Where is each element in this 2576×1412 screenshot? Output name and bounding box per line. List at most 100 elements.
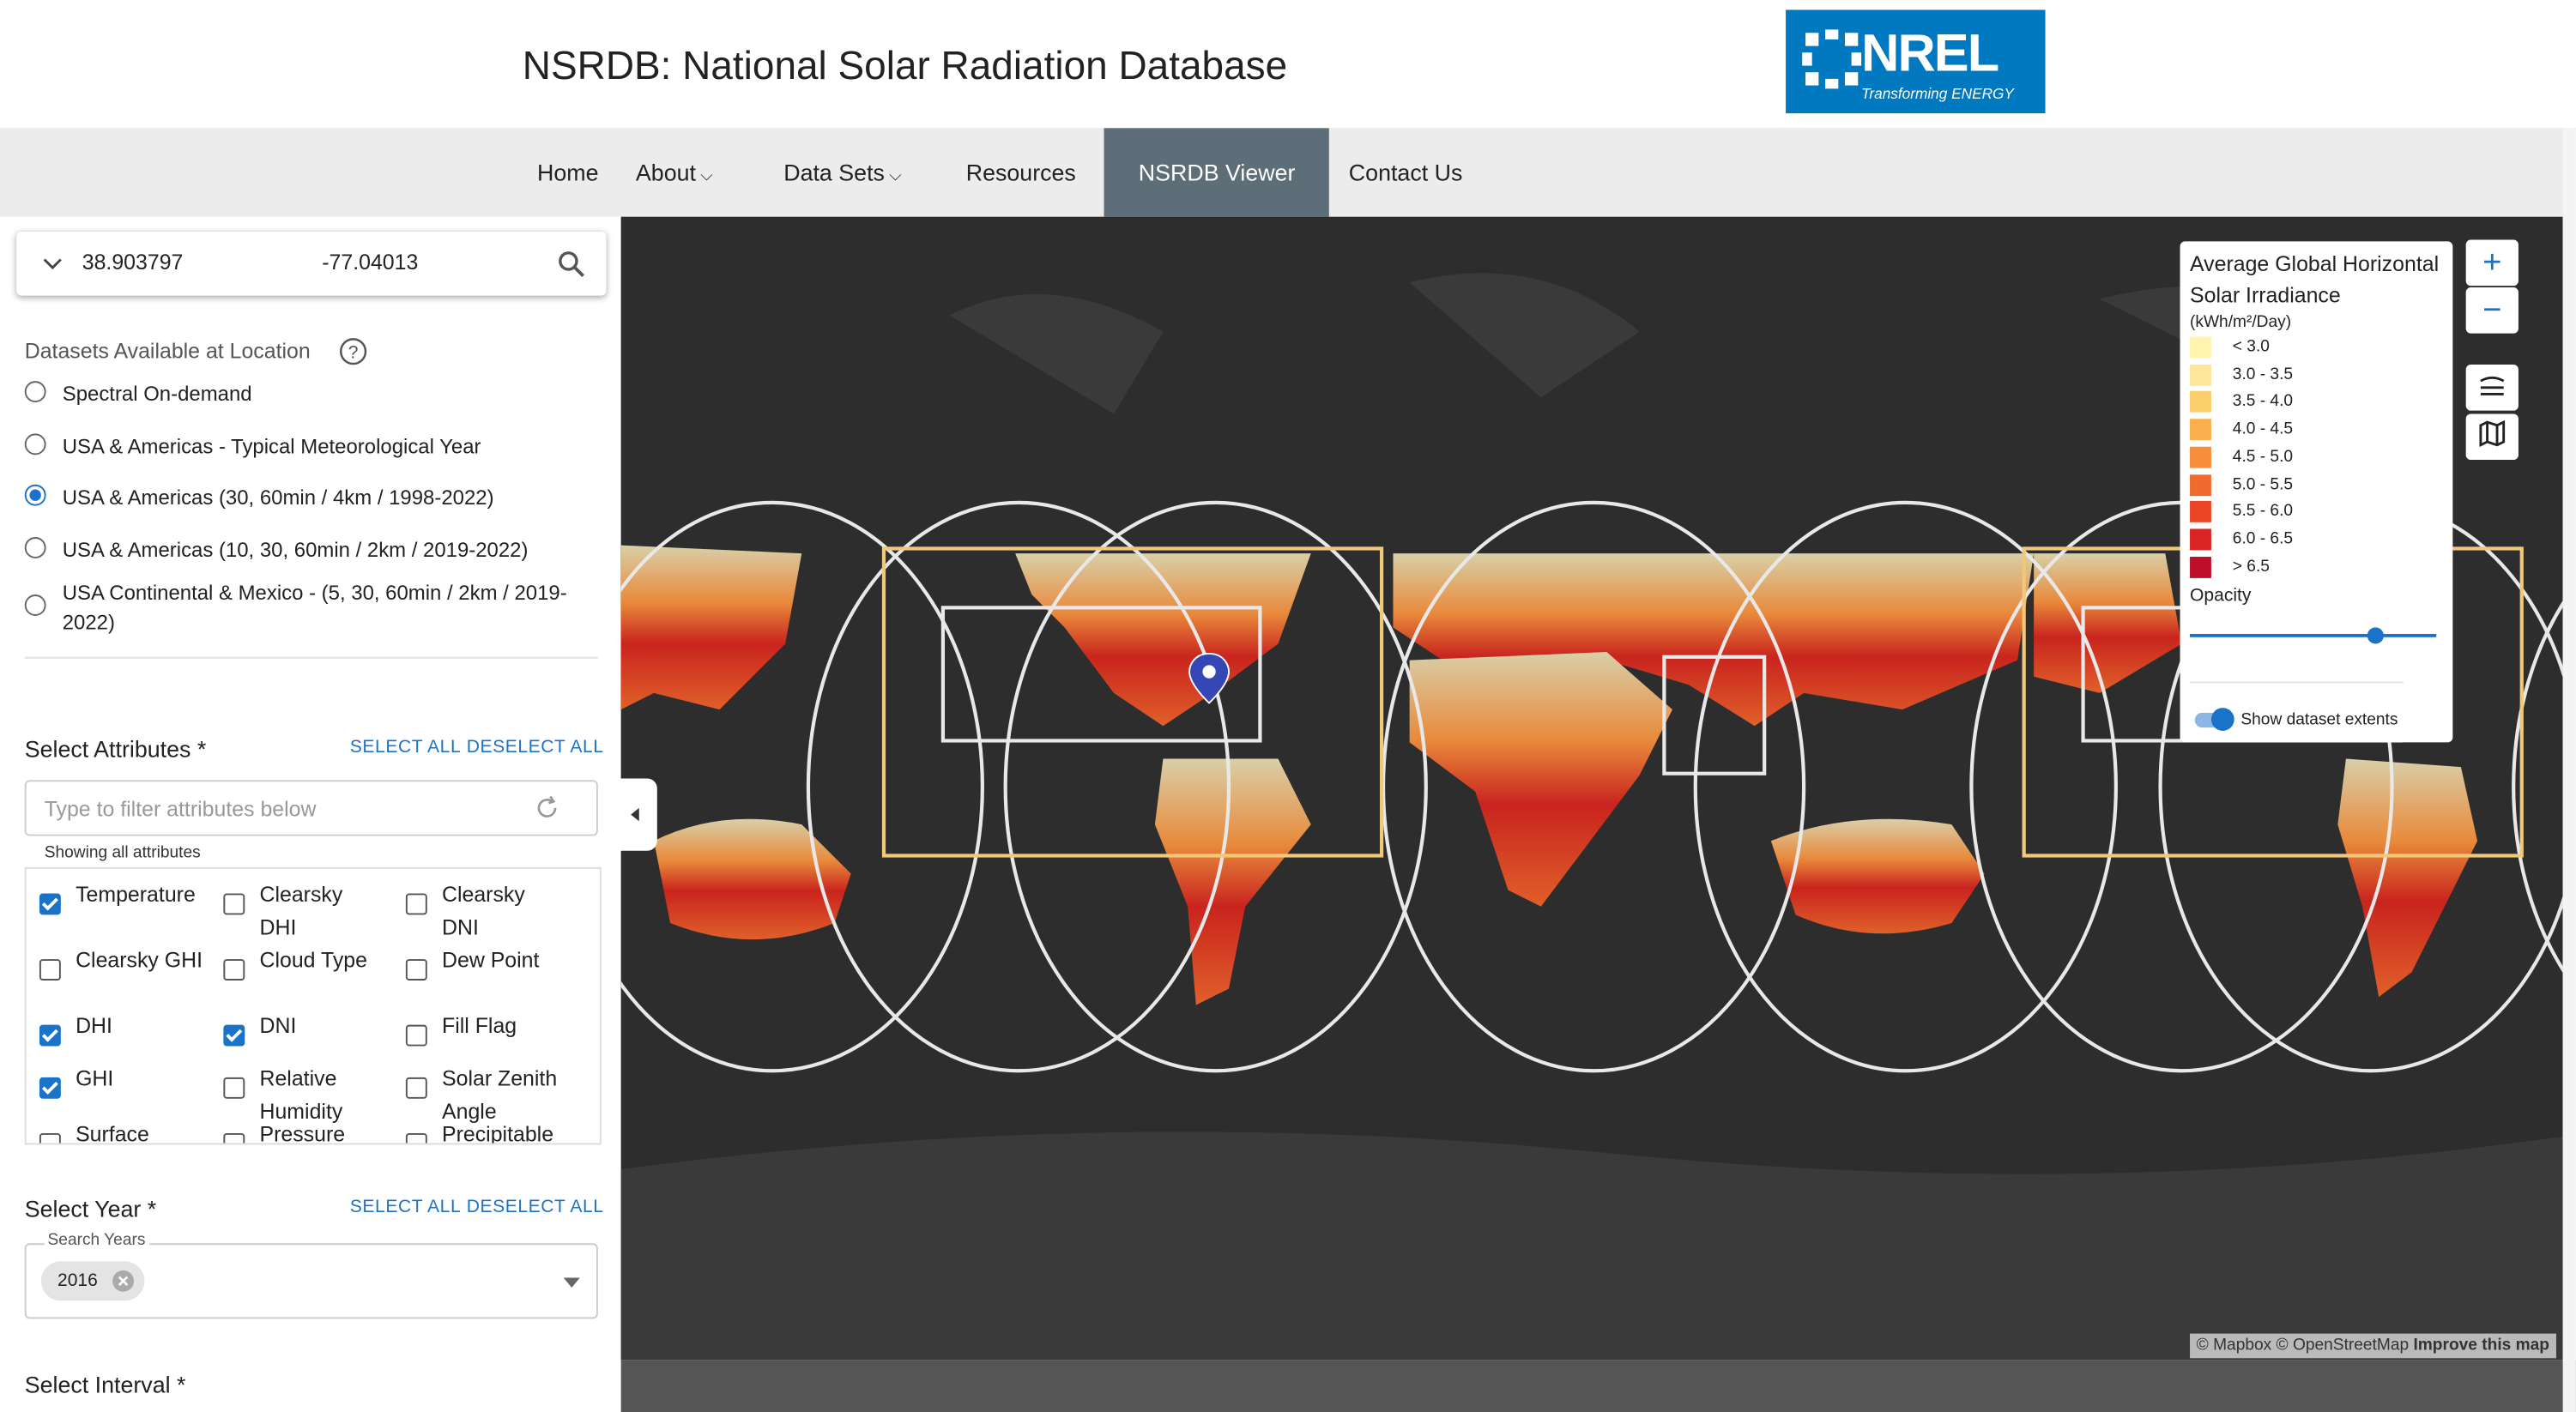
legend-label: 3.0 - 3.5: [2232, 365, 2294, 384]
nav-item[interactable]: About ⌵: [602, 128, 747, 216]
field-label: Search Years: [44, 1231, 149, 1250]
year-chip[interactable]: 2016: [40, 1261, 145, 1301]
legend-swatch: [2190, 419, 2211, 441]
checkbox[interactable]: [405, 1133, 427, 1143]
chevron: ⌵: [695, 167, 713, 186]
attribute-label[interactable]: Clearsky GHI: [76, 947, 203, 973]
nav-bar: Home About ⌵ Data Sets ⌵ Resources NSRDB Vie…: [0, 128, 2563, 217]
radio[interactable]: [24, 537, 46, 558]
checkbox[interactable]: [405, 1024, 427, 1047]
select-all[interactable]: SELECT ALL: [349, 1197, 462, 1217]
improve-link[interactable]: Improve this map: [2413, 1337, 2550, 1355]
attribute-label[interactable]: DNI: [259, 1013, 297, 1038]
deselect-all[interactable]: DESELECT ALL: [466, 1197, 604, 1217]
attribute-label[interactable]: Precipitable: [442, 1121, 554, 1145]
attribute-label[interactable]: Fill Flag: [442, 1013, 517, 1038]
deselect-all[interactable]: DESELECT ALL: [466, 737, 604, 757]
section-label: Datasets Available at Location: [24, 338, 311, 364]
checkbox[interactable]: [39, 959, 61, 981]
attribute-label[interactable]: GHI: [76, 1065, 114, 1091]
collapse-panel[interactable]: [614, 778, 657, 851]
radio[interactable]: [24, 381, 46, 403]
radio[interactable]: [24, 594, 46, 616]
legend-unit: (kWh/m²/Day): [2190, 313, 2292, 332]
nav-item[interactable]: NSRDB Viewer: [1104, 128, 1330, 217]
map-footer: [620, 1360, 2576, 1412]
layers-button[interactable]: [2465, 365, 2519, 411]
radio[interactable]: [24, 433, 46, 456]
attribute-label[interactable]: Pressure: [259, 1121, 346, 1145]
attribute-label[interactable]: DHI: [76, 1013, 112, 1038]
attribute-label[interactable]: Relative Humidity: [259, 1065, 343, 1124]
checkbox[interactable]: [405, 959, 427, 981]
dataset-option[interactable]: USA & Americas - Typical Meteorological …: [62, 435, 481, 459]
attribute-label[interactable]: Clearsky DNI: [442, 882, 525, 940]
legend-label: < 3.0: [2232, 338, 2270, 357]
nav-label: Contact Us: [1348, 159, 1463, 186]
expand-icon[interactable]: [41, 253, 64, 276]
legend-label: 5.0 - 5.5: [2232, 475, 2294, 494]
zoom-in[interactable]: +: [2465, 239, 2519, 287]
checkbox[interactable]: [223, 893, 245, 915]
checkbox[interactable]: [223, 959, 245, 981]
radio[interactable]: [24, 484, 46, 506]
checkbox[interactable]: [39, 1077, 61, 1099]
toggle-thumb[interactable]: [2210, 708, 2234, 731]
nav-item[interactable]: Data Sets ⌵: [749, 128, 936, 216]
checkbox[interactable]: [223, 1024, 245, 1047]
attribute-label[interactable]: Clearsky DHI: [259, 882, 343, 940]
dataset-option[interactable]: USA & Americas (30, 60min / 4km / 1998-2…: [62, 486, 494, 510]
dataset-option[interactable]: Spectral On-demand: [62, 383, 252, 406]
attribute-label[interactable]: Surface: [76, 1121, 149, 1145]
legend-label: > 6.5: [2232, 558, 2270, 576]
logo[interactable]: NREL Transforming ENERGY: [1786, 9, 2046, 114]
dropdown-arrow[interactable]: [563, 1277, 580, 1288]
filter-input[interactable]: Type to filter attributes below: [24, 780, 598, 836]
nav-item[interactable]: Home: [503, 128, 633, 216]
checkbox[interactable]: [39, 1024, 61, 1047]
checkbox[interactable]: [39, 1133, 61, 1143]
legend-swatch: [2190, 501, 2211, 523]
legend-swatch: [2190, 556, 2211, 578]
checkbox[interactable]: [39, 893, 61, 915]
opacity-label: Opacity: [2190, 586, 2252, 606]
chevron: ⌵: [884, 167, 902, 186]
slider-thumb[interactable]: [2367, 627, 2384, 644]
zoom-out[interactable]: −: [2465, 287, 2519, 334]
filter-status: Showing all attributes: [44, 844, 201, 863]
nav-item[interactable]: Resources: [932, 128, 1111, 216]
dataset-option[interactable]: USA & Americas (10, 30, 60min / 2km / 20…: [62, 538, 529, 562]
chip-label: 2016: [57, 1270, 98, 1291]
checkbox[interactable]: [405, 893, 427, 915]
collapse-icon: [631, 807, 639, 822]
checkbox[interactable]: [223, 1133, 245, 1143]
section-label: Select Attributes *: [24, 735, 207, 763]
header: NSRDB: National Solar Radiation Database…: [0, 0, 2576, 130]
nav-item[interactable]: Contact Us: [1315, 128, 1497, 216]
attribute-grid: Temperature Clearsky DHI Clearsky DNI Clear…: [24, 866, 602, 1145]
location-marker[interactable]: [1188, 653, 1231, 704]
divider: [2190, 681, 2404, 684]
checkbox[interactable]: [223, 1077, 245, 1099]
latitude[interactable]: 38.903797: [82, 250, 184, 275]
help-icon[interactable]: ?: [338, 336, 367, 365]
basemap-button[interactable]: [2465, 413, 2519, 461]
opacity-slider[interactable]: [2190, 633, 2437, 637]
dataset-option[interactable]: USA Continental & Mexico - (5, 30, 60min…: [62, 581, 567, 634]
site-title: NSRDB: National Solar Radiation Database: [522, 44, 1288, 89]
attribute-label[interactable]: Solar Zenith Angle: [442, 1065, 558, 1124]
legend-label: 4.5 - 5.0: [2232, 448, 2294, 467]
search-icon[interactable]: [557, 250, 586, 279]
select-all[interactable]: SELECT ALL: [349, 737, 462, 757]
nav-label: Home: [537, 159, 599, 186]
chip-remove[interactable]: [112, 1270, 135, 1293]
checkbox[interactable]: [405, 1077, 427, 1099]
search-box[interactable]: 38.903797 -77.04013: [16, 231, 607, 296]
attribute-label[interactable]: Temperature: [76, 882, 196, 907]
attribute-label[interactable]: Dew Point: [442, 947, 540, 973]
year-select[interactable]: Search Years 2016: [24, 1231, 598, 1319]
attribute-label[interactable]: Cloud Type: [259, 947, 367, 973]
longitude[interactable]: -77.04013: [322, 250, 419, 275]
reset-icon[interactable]: [534, 795, 560, 822]
